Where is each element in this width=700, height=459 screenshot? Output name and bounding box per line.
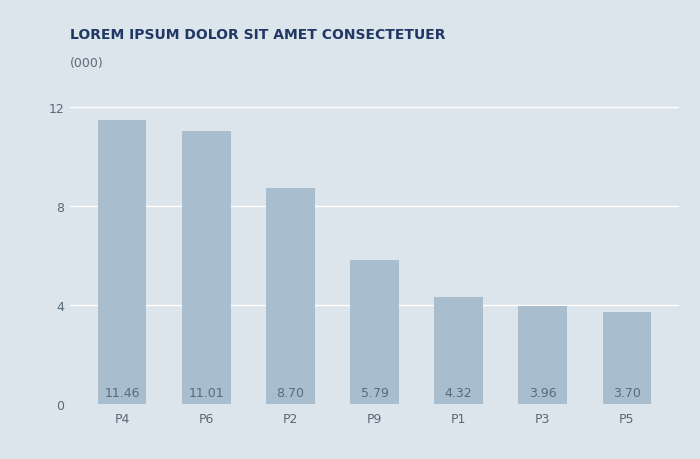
Bar	[98, 121, 146, 404]
Text: LOREM IPSUM DOLOR SIT AMET CONSECTETUER: LOREM IPSUM DOLOR SIT AMET CONSECTETUER	[70, 28, 445, 42]
Text: 3.70: 3.70	[613, 386, 641, 399]
Text: 8.70: 8.70	[276, 386, 304, 399]
Bar	[603, 313, 651, 404]
Bar	[182, 132, 230, 404]
Text: (000): (000)	[70, 57, 104, 70]
Text: 3.96: 3.96	[529, 386, 557, 399]
Text: 5.79: 5.79	[360, 386, 388, 399]
Text: 11.01: 11.01	[188, 386, 224, 399]
Bar	[266, 189, 315, 404]
Text: 11.46: 11.46	[104, 386, 140, 399]
Bar	[350, 261, 399, 404]
Bar	[434, 297, 483, 404]
Bar	[519, 306, 567, 404]
Text: 4.32: 4.32	[444, 386, 472, 399]
